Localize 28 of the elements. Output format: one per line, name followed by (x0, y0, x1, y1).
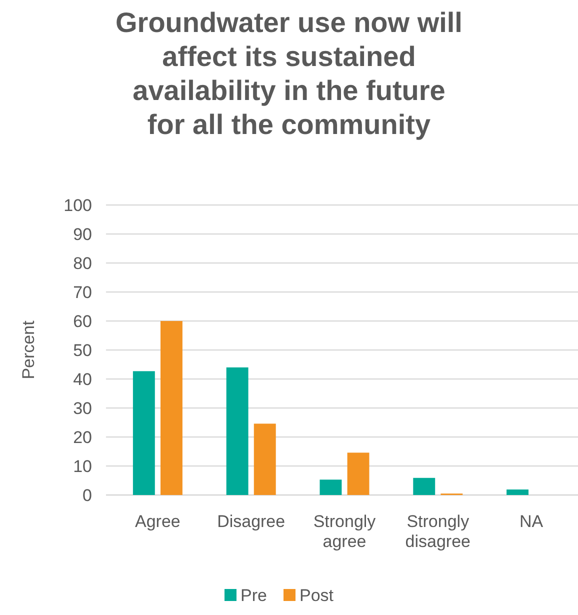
x-tick-label: Strongly disagree (405, 512, 471, 551)
bar (320, 480, 342, 495)
bar (160, 321, 182, 495)
y-tick-label: 60 (73, 312, 92, 331)
x-tick-label: Strongly agree (313, 512, 376, 551)
y-axis-title: Percent (19, 320, 38, 380)
bar (413, 478, 436, 495)
y-tick-label: 100 (64, 196, 92, 215)
y-tick-label: 20 (73, 428, 92, 447)
y-tick-label: 50 (73, 340, 92, 360)
bar (506, 489, 528, 495)
y-tick-label: 90 (73, 224, 92, 244)
legend-label: Post (300, 586, 334, 605)
bar (226, 367, 248, 495)
bar (254, 424, 276, 495)
bar (347, 452, 370, 495)
x-tick-label: NA (519, 512, 544, 531)
chart-title: Groundwater use now will affect its sustained availability in the future for all the community (116, 7, 462, 140)
y-tick-label: 40 (73, 370, 92, 389)
y-tick-label: 10 (73, 456, 92, 476)
bar (132, 371, 155, 495)
x-tick-label: Agree (135, 512, 180, 531)
y-tick-label: 30 (73, 398, 92, 418)
legend-label: Pre (240, 586, 267, 605)
y-tick-label: 70 (73, 282, 92, 302)
y-tick-label: 80 (73, 254, 92, 273)
y-tick-label: 0 (82, 486, 92, 505)
x-tick-label: Disagree (217, 512, 286, 531)
